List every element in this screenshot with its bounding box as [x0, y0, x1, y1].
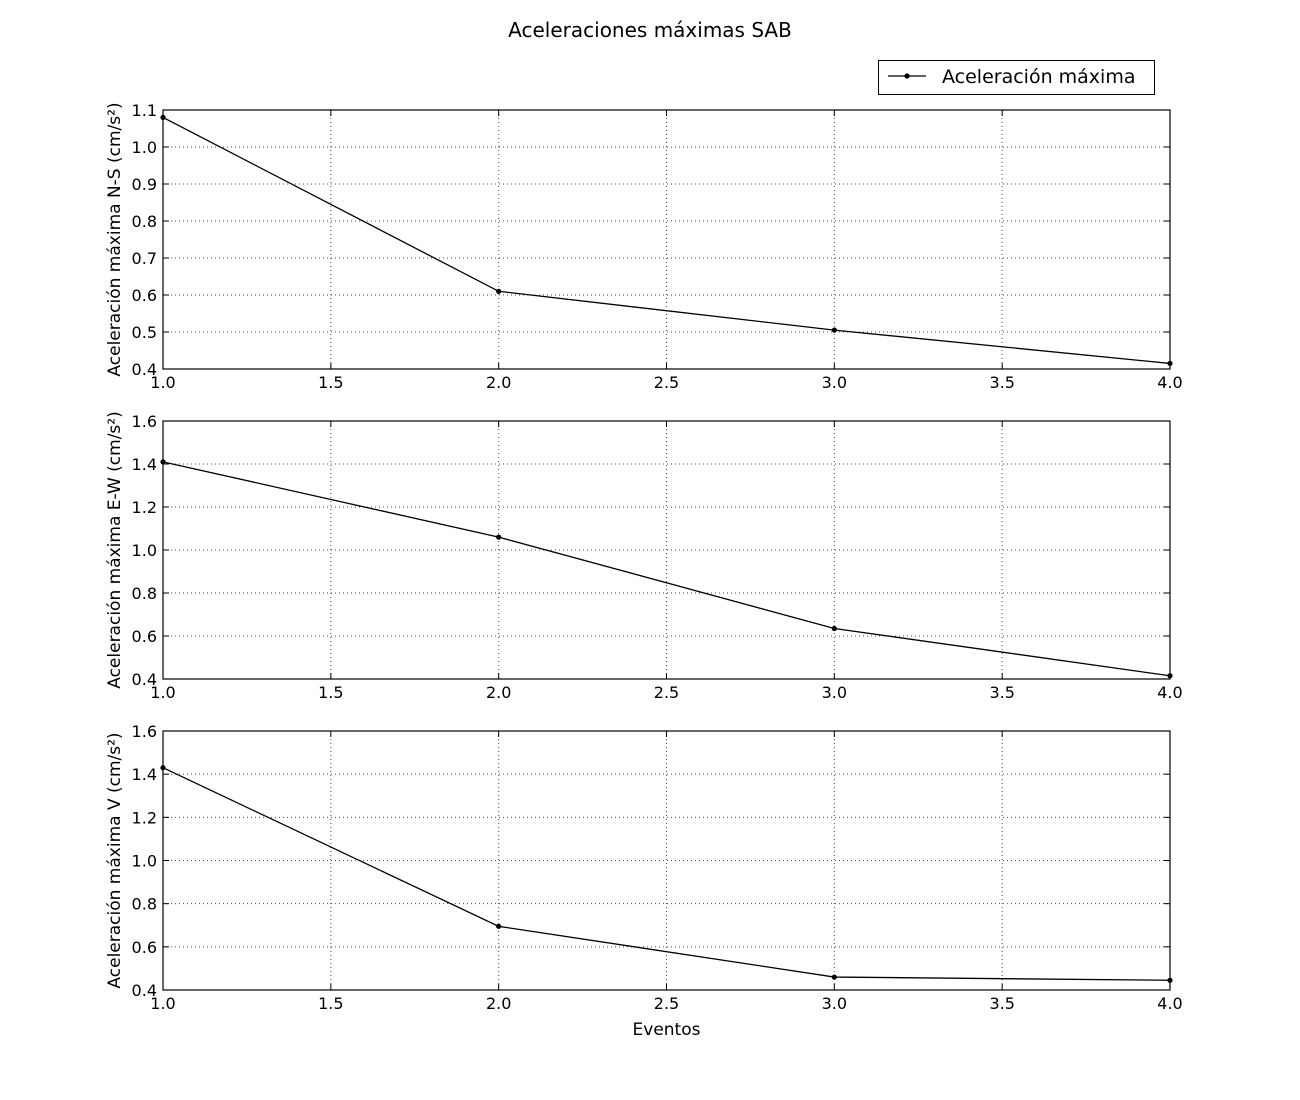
y-tick-label: 1.4 — [132, 455, 157, 474]
x-tick-label: 3.5 — [989, 683, 1014, 702]
y-tick-label: 1.4 — [132, 765, 157, 784]
x-tick-label: 3.5 — [989, 994, 1014, 1013]
data-point — [496, 288, 502, 294]
y-tick-label: 0.8 — [132, 584, 157, 603]
x-tick-label: 2.0 — [486, 373, 511, 392]
data-point — [1167, 673, 1173, 679]
y-tick-label: 0.4 — [132, 670, 157, 689]
y-tick-label: 0.6 — [132, 286, 157, 305]
data-point — [160, 765, 166, 771]
series-line — [162, 767, 1171, 981]
x-tick-label: 2.5 — [654, 373, 679, 392]
y-tick-label: 0.7 — [132, 249, 157, 268]
series-line — [162, 116, 1171, 365]
y-axis-label: Aceleración máxima N-S (cm/s²) — [105, 102, 125, 376]
y-tick-label: 0.5 — [132, 323, 157, 342]
y-axis-label: Aceleración máxima E-W (cm/s²) — [105, 411, 125, 689]
x-tick-label: 1.5 — [318, 683, 343, 702]
y-tick-label: 0.8 — [132, 895, 157, 914]
y-tick-label: 0.9 — [132, 175, 157, 194]
y-tick-label: 0.4 — [132, 360, 157, 379]
x-tick-label: 3.0 — [822, 994, 847, 1013]
y-tick-label: 0.4 — [132, 981, 157, 1000]
legend-box — [878, 60, 1155, 95]
subplot-2: 1.0 1.5 2.0 2.5 3.0 3.5 4.0 0.4 0.6 0.8 1.0 1.2 1.4 1… — [105, 411, 1183, 702]
x-axis-label: Eventos — [633, 1020, 701, 1040]
y-tick-label: 1.0 — [132, 852, 157, 871]
x-tick-label: 3.0 — [822, 683, 847, 702]
y-tick-label: 1.0 — [132, 541, 157, 560]
series-line — [162, 461, 1171, 677]
data-point — [160, 459, 166, 465]
y-tick-label: 1.2 — [132, 808, 157, 827]
y-tick-label: 0.6 — [132, 627, 157, 646]
x-tick-label: 1.5 — [318, 994, 343, 1013]
x-tick-label: 2.5 — [654, 683, 679, 702]
y-tick-label: 1.6 — [132, 412, 157, 431]
x-tick-label: 2.0 — [486, 994, 511, 1013]
x-tick-label: 4.0 — [1157, 683, 1182, 702]
data-point — [1167, 360, 1173, 367]
y-tick-label: 1.1 — [132, 101, 157, 120]
data-point — [831, 625, 837, 632]
x-tick-label: 4.0 — [1157, 994, 1182, 1013]
y-tick-label: 0.6 — [132, 938, 157, 957]
subplot-3: 1.0 1.5 2.0 2.5 3.0 3.5 4.0 0.4 0.6 0.8 1.0 1.2 1.4 1… — [105, 722, 1183, 1013]
subplot-1: 1.0 1.5 2.0 2.5 3.0 3.5 4.0 0.4 0.5 0.6 0.7 0.8 0.9 1… — [105, 101, 1183, 392]
x-tick-label: 1.0 — [150, 683, 175, 702]
x-tick-label: 2.5 — [654, 994, 679, 1013]
data-point — [496, 923, 502, 929]
x-tick-label: 2.0 — [486, 683, 511, 702]
data-point — [496, 534, 502, 540]
data-point — [160, 114, 166, 120]
data-point — [831, 327, 837, 333]
y-tick-label: 1.6 — [132, 722, 157, 741]
data-point — [831, 974, 837, 980]
y-axis-label: Aceleración máxima V (cm/s²) — [105, 732, 125, 988]
x-tick-label: 1.0 — [150, 373, 175, 392]
legend-label: Aceleración máxima — [942, 66, 1135, 88]
x-tick-label: 1.5 — [318, 373, 343, 392]
y-tick-label: 1.2 — [132, 498, 157, 517]
x-tick-label: 4.0 — [1157, 373, 1182, 392]
data-point — [1167, 977, 1173, 983]
y-tick-label: 0.8 — [132, 212, 157, 231]
y-tick-label: 1.0 — [132, 138, 157, 157]
x-tick-label: 3.5 — [989, 373, 1014, 392]
subplots: 1.0 1.5 2.0 2.5 3.0 3.5 4.0 0.4 0.5 0.6 0.7 0.8 0.9 1… — [105, 101, 1183, 1013]
figure-title: Aceleraciones máximas SAB — [508, 18, 792, 42]
legend: Aceleración máxima — [878, 60, 1155, 95]
x-tick-label: 1.0 — [150, 994, 175, 1013]
legend-marker-sample — [904, 73, 910, 79]
x-tick-label: 3.0 — [822, 373, 847, 392]
